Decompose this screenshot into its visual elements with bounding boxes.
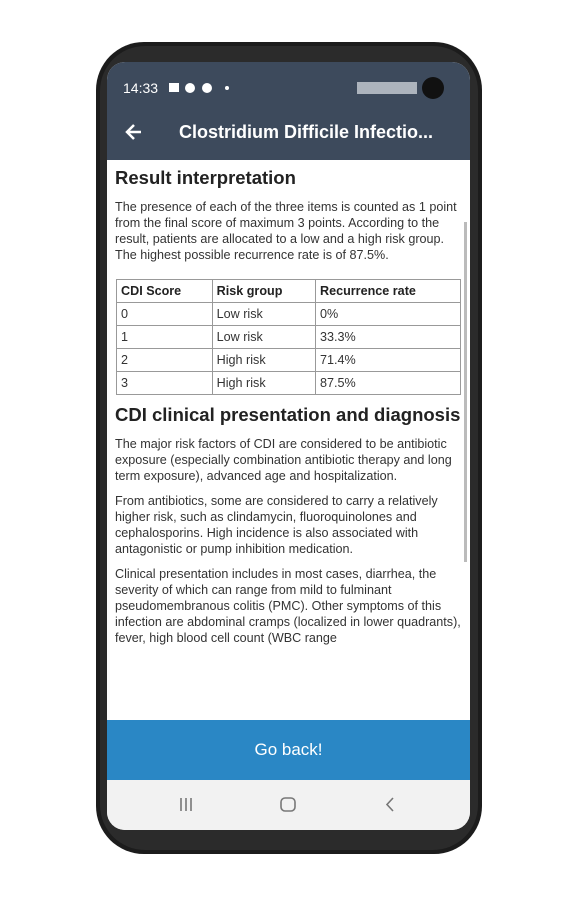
table-cell: 87.5% (314, 371, 462, 395)
back-button[interactable] (385, 797, 394, 812)
nav-bar (107, 780, 470, 830)
table-cell: 0 (116, 302, 213, 326)
paragraph: The major risk factors of CDI are consid… (115, 437, 452, 483)
header-cell: Recurrence rate (314, 279, 462, 303)
status-icons (125, 77, 444, 140)
paragraph: The presence of each of the three items … (115, 200, 457, 262)
table-row: 3 High risk 87.5% (116, 371, 462, 395)
table-cell: 2 (116, 348, 213, 372)
table-cell: High risk (211, 348, 316, 372)
content: Result interpretation The presence of ea… (115, 162, 463, 720)
go-back-button[interactable]: Go back! (107, 720, 470, 780)
status-time: 14:33 (123, 80, 159, 96)
camera (422, 77, 444, 99)
heading: CDI clinical presentation and diagnosis (115, 404, 461, 425)
table-cell: 3 (116, 371, 213, 395)
header-cell: CDI Score (116, 279, 213, 303)
icon (185, 83, 195, 93)
heading: Result interpretation (115, 167, 296, 188)
table-header: CDI Score Risk group Recurrence rate (116, 279, 462, 303)
screen: 14:33 Clostridium Difficile Infectio... … (107, 62, 470, 830)
icon (357, 82, 417, 94)
table-row: 2 High risk 71.4% (116, 348, 462, 372)
paragraph: From antibiotics, some are considered to… (115, 494, 438, 556)
table-cell: 0% (314, 302, 462, 326)
table-cell: 33.3% (314, 325, 462, 349)
table-cell: High risk (211, 371, 316, 395)
table-row: 0 Low risk 0% (116, 302, 462, 326)
paragraph: Clinical presentation includes in most c… (115, 567, 461, 645)
scrollbar (464, 222, 467, 562)
back-arrow[interactable] (125, 124, 141, 140)
header-cell: Risk group (211, 279, 316, 303)
recents-button[interactable] (180, 798, 192, 811)
table-cell: 1 (116, 325, 213, 349)
table-cell: 71.4% (314, 348, 462, 372)
table-cell: Low risk (211, 302, 316, 326)
icon (225, 86, 229, 90)
score-table: CDI Score Risk group Recurrence rate 0 Lo… (116, 279, 462, 395)
table-cell: Low risk (211, 325, 316, 349)
icon (169, 83, 179, 92)
table-row: 1 Low risk 33.3% (116, 325, 462, 349)
app-title: Clostridium Difficile Infectio... (179, 122, 434, 142)
top-bar: 14:33 Clostridium Difficile Infectio... (107, 62, 470, 160)
icon (202, 83, 212, 93)
home-button[interactable] (280, 797, 296, 812)
